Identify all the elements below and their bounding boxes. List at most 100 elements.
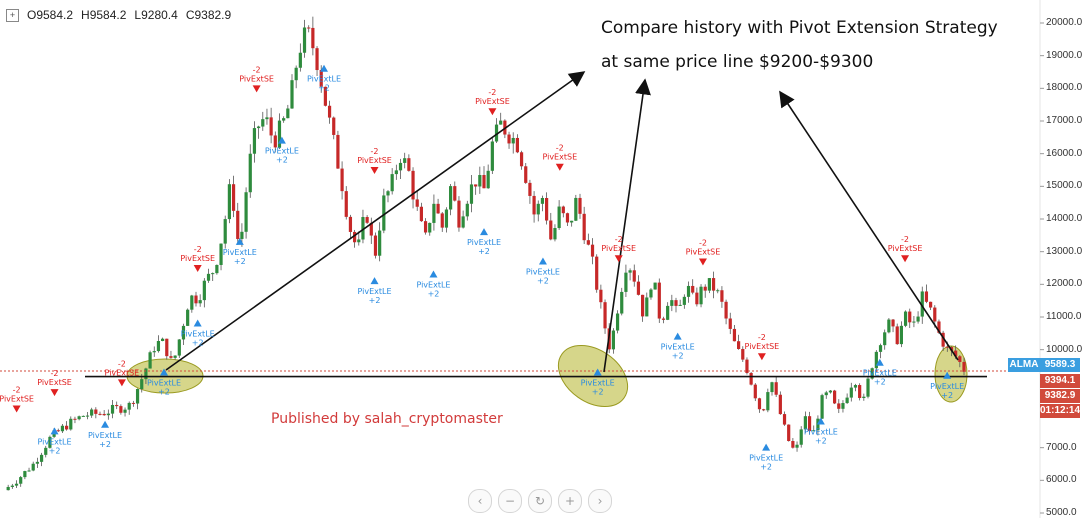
candle-body [908,311,912,323]
buy-arrow-icon [160,368,168,376]
buy-signal-value: +2 [874,378,886,387]
candle-body [615,313,620,331]
candle-body [81,415,85,417]
y-tick-label: 20000.0 [1046,17,1083,28]
buy-signal-label: PivExtLE [581,379,615,388]
candle-body [119,406,123,413]
candle-body [774,382,778,395]
candle-body [954,350,958,357]
buy-arrow-icon [193,319,202,327]
sell-signal-label: PivExtSE [357,156,392,165]
ohlc-high: H9584.2 [81,8,127,22]
candle-body [186,309,190,326]
chevron-right-icon[interactable]: › [588,489,612,513]
candle-body [791,441,795,448]
candle-body [240,231,244,239]
sell-signal-value: -2 [615,235,623,244]
candle-body [645,297,649,317]
y-tick-label: 14000.0 [1046,213,1083,224]
sell-signal-value: -2 [194,245,202,254]
candle-body [394,170,398,175]
y-tick-label: 16000.0 [1046,147,1083,159]
sell-signal-label: PivExtSE [475,97,510,106]
minus-icon[interactable]: − [498,489,522,513]
signals: -2PivExtSE-2PivExtSE-2PivExtSE-2PivExtSE… [0,64,964,472]
candle-body [958,356,962,362]
candle-body [457,200,461,228]
candle-body [94,409,98,414]
candle-body [866,378,870,397]
sell-signal-label: PivExtSE [601,244,636,253]
candle-body [753,384,757,399]
candle-body [632,270,636,282]
sell-signal-label: PivExtSE [37,378,72,387]
candle-body [315,48,319,71]
candle-body [507,134,511,144]
candle-body [398,162,403,171]
candle-body [390,174,394,192]
buy-signal-label: PivExtLE [223,248,257,257]
y-tick-label: 11000.0 [1046,311,1082,322]
candle-body [231,184,236,211]
candle-body [824,392,828,396]
candle-body [657,282,661,319]
candle-body [286,108,290,119]
candle-body [787,424,791,442]
candle-body [269,117,273,136]
candle-body [962,361,966,372]
candle-body [536,203,540,215]
y-tick-label: 17000.0 [1046,115,1083,126]
candle-body [323,86,327,106]
candle-body [595,256,599,290]
candle-body [115,404,119,407]
buy-signal-value: +2 [158,388,170,397]
chevron-left-icon[interactable]: ‹ [468,489,492,513]
candle-body [553,228,557,240]
candle-body [140,379,144,390]
buy-signal-value: +2 [592,388,604,397]
candle-body [211,273,215,275]
candle-body [828,390,833,393]
sell-signal-label: PivExtSE [542,153,577,162]
candle-body [519,152,524,167]
ohlc-close: C9382.9 [185,8,232,22]
candle-body [156,340,161,352]
candle-body [340,168,344,192]
candle-body [407,158,411,171]
buy-arrow-icon [370,277,379,285]
candle-body [524,166,528,183]
candle-body [294,67,298,81]
candle-body [766,392,770,411]
candle-body [716,290,720,292]
candle-body [841,403,845,409]
candle-body [874,351,878,369]
candle-body [319,70,323,87]
candle-body [373,235,378,256]
candle-body [636,281,641,295]
candle-body [899,325,903,345]
candle-body [620,291,624,314]
candle-body [849,387,853,398]
plus-icon[interactable]: + [558,489,582,513]
y-tick-label: 10000.0 [1046,343,1083,355]
candle-body [666,305,670,320]
buy-arrow-icon [538,257,547,265]
y-tick-label: 6000.0 [1046,474,1077,486]
candle-body [227,184,231,220]
candle-body [403,158,407,163]
sell-arrow-icon [12,405,21,413]
sell-arrow-icon [488,108,497,116]
expand-icon[interactable]: + [6,8,19,22]
candle-body [695,292,699,305]
buy-signal-value: +2 [760,463,772,472]
candle-body [628,270,632,273]
reset-icon[interactable]: ↻ [528,489,552,513]
candle-body [327,105,332,118]
buy-signal-value: +2 [478,247,490,256]
candle-body [770,382,774,393]
sell-arrow-icon [370,167,379,174]
candle-body [933,307,937,322]
candle-body [6,486,10,491]
sell-signal-label: PivExtSE [105,368,140,377]
